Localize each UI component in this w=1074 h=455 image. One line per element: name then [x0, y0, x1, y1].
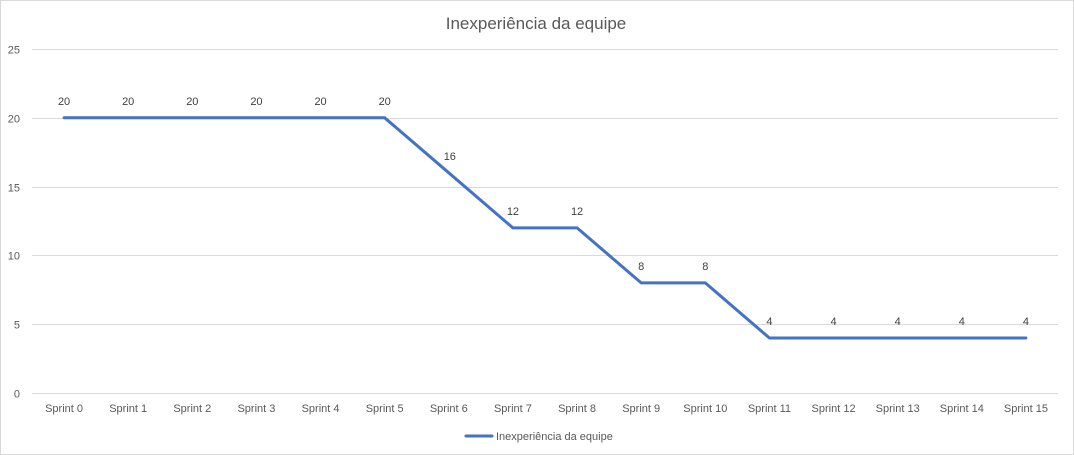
data-label: 4	[831, 316, 837, 328]
series-layer	[62, 116, 1028, 340]
data-label: 20	[122, 96, 134, 108]
chart-title: Inexperiência da equipe	[446, 14, 627, 33]
data-label: 4	[895, 316, 901, 328]
y-tick-label: 5	[14, 320, 20, 332]
data-label: 16	[444, 151, 456, 163]
data-label: 8	[702, 261, 708, 273]
x-tick-label: Sprint 1	[109, 403, 147, 415]
x-tick-label: Sprint 9	[622, 403, 660, 415]
series-line	[62, 116, 1028, 340]
x-tick-label: Sprint 6	[430, 403, 468, 415]
data-label: 20	[379, 96, 391, 108]
data-label: 20	[58, 96, 70, 108]
data-label: 4	[766, 316, 772, 328]
y-tick-label: 0	[14, 389, 20, 401]
x-tick-label: Sprint 13	[876, 403, 920, 415]
y-tick-label: 10	[8, 251, 20, 263]
data-labels: 20 20 20 20 20 20 16 12 12 8 8 4 4 4 4 4	[58, 96, 1029, 328]
data-label: 20	[314, 96, 326, 108]
data-label: 20	[186, 96, 198, 108]
legend: Inexperiência da equipe	[464, 431, 613, 443]
legend-label: Inexperiência da equipe	[496, 431, 613, 443]
data-label: 4	[959, 316, 965, 328]
data-label: 8	[638, 261, 644, 273]
x-tick-label: Sprint 0	[45, 403, 83, 415]
x-tick-label: Sprint 3	[237, 403, 275, 415]
x-tick-label: Sprint 12	[812, 403, 856, 415]
y-axis-tick-labels: 0 5 10 15 20 25	[8, 45, 20, 401]
data-label: 12	[571, 206, 583, 218]
x-tick-label: Sprint 7	[494, 403, 532, 415]
x-tick-label: Sprint 2	[173, 403, 211, 415]
data-label: 12	[507, 206, 519, 218]
x-tick-label: Sprint 8	[558, 403, 596, 415]
x-axis-tick-labels: Sprint 0 Sprint 1 Sprint 2 Sprint 3 Sprint 4…	[45, 403, 1048, 415]
y-tick-label: 15	[8, 183, 20, 195]
x-tick-label: Sprint 14	[940, 403, 984, 415]
data-label: 20	[250, 96, 262, 108]
x-tick-label: Sprint 10	[683, 403, 727, 415]
x-tick-label: Sprint 15	[1004, 403, 1048, 415]
y-tick-label: 20	[8, 114, 20, 126]
data-label: 4	[1023, 316, 1029, 328]
x-tick-label: Sprint 4	[302, 403, 340, 415]
y-tick-label: 25	[8, 45, 20, 57]
x-tick-label: Sprint 5	[366, 403, 404, 415]
x-tick-label: Sprint 11	[748, 403, 791, 415]
